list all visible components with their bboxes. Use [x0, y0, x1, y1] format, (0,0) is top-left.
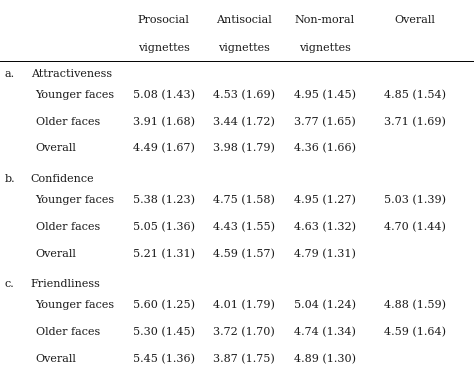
Text: Overall: Overall	[394, 15, 435, 25]
Text: 4.36 (1.66): 4.36 (1.66)	[294, 144, 356, 154]
Text: 4.74 (1.34): 4.74 (1.34)	[294, 327, 356, 338]
Text: vignettes: vignettes	[299, 43, 351, 53]
Text: Younger faces: Younger faces	[36, 195, 115, 205]
Text: b.: b.	[5, 174, 15, 184]
Text: Older faces: Older faces	[36, 117, 100, 127]
Text: 3.91 (1.68): 3.91 (1.68)	[133, 117, 194, 127]
Text: Non-moral: Non-moral	[295, 15, 355, 25]
Text: Overall: Overall	[36, 249, 76, 259]
Text: 5.45 (1.36): 5.45 (1.36)	[133, 354, 194, 364]
Text: 5.05 (1.36): 5.05 (1.36)	[133, 222, 194, 232]
Text: Prosocial: Prosocial	[137, 15, 190, 25]
Text: 4.59 (1.64): 4.59 (1.64)	[384, 327, 446, 338]
Text: Attractiveness: Attractiveness	[31, 69, 112, 79]
Text: Overall: Overall	[36, 144, 76, 154]
Text: 4.85 (1.54): 4.85 (1.54)	[384, 90, 446, 100]
Text: 3.44 (1.72): 3.44 (1.72)	[213, 117, 275, 127]
Text: 4.01 (1.79): 4.01 (1.79)	[213, 301, 275, 311]
Text: 4.49 (1.67): 4.49 (1.67)	[133, 144, 194, 154]
Text: 4.88 (1.59): 4.88 (1.59)	[384, 301, 446, 311]
Text: 3.77 (1.65): 3.77 (1.65)	[294, 117, 356, 127]
Text: Antisocial: Antisocial	[216, 15, 272, 25]
Text: 3.98 (1.79): 3.98 (1.79)	[213, 144, 275, 154]
Text: Younger faces: Younger faces	[36, 90, 115, 100]
Text: 4.95 (1.45): 4.95 (1.45)	[294, 90, 356, 100]
Text: Confidence: Confidence	[31, 174, 94, 184]
Text: Older faces: Older faces	[36, 222, 100, 232]
Text: 5.08 (1.43): 5.08 (1.43)	[133, 90, 194, 100]
Text: 4.43 (1.55): 4.43 (1.55)	[213, 222, 275, 232]
Text: vignettes: vignettes	[137, 43, 190, 53]
Text: 4.75 (1.58): 4.75 (1.58)	[213, 195, 275, 206]
Text: 4.63 (1.32): 4.63 (1.32)	[294, 222, 356, 232]
Text: 4.53 (1.69): 4.53 (1.69)	[213, 90, 275, 100]
Text: vignettes: vignettes	[218, 43, 270, 53]
Text: 3.87 (1.75): 3.87 (1.75)	[213, 354, 275, 364]
Text: 4.59 (1.57): 4.59 (1.57)	[213, 249, 275, 259]
Text: Friendliness: Friendliness	[31, 279, 100, 289]
Text: 4.95 (1.27): 4.95 (1.27)	[294, 195, 356, 206]
Text: 5.30 (1.45): 5.30 (1.45)	[133, 327, 194, 338]
Text: 5.04 (1.24): 5.04 (1.24)	[294, 301, 356, 311]
Text: a.: a.	[5, 69, 15, 79]
Text: Overall: Overall	[36, 354, 76, 364]
Text: 3.71 (1.69): 3.71 (1.69)	[384, 117, 446, 127]
Text: 4.89 (1.30): 4.89 (1.30)	[294, 354, 356, 364]
Text: 5.03 (1.39): 5.03 (1.39)	[384, 195, 446, 206]
Text: 5.21 (1.31): 5.21 (1.31)	[133, 249, 194, 259]
Text: 4.70 (1.44): 4.70 (1.44)	[384, 222, 446, 232]
Text: 5.60 (1.25): 5.60 (1.25)	[133, 301, 194, 311]
Text: Younger faces: Younger faces	[36, 301, 115, 311]
Text: Older faces: Older faces	[36, 327, 100, 337]
Text: c.: c.	[5, 279, 15, 289]
Text: 3.72 (1.70): 3.72 (1.70)	[213, 327, 275, 338]
Text: 5.38 (1.23): 5.38 (1.23)	[133, 195, 194, 206]
Text: 4.79 (1.31): 4.79 (1.31)	[294, 249, 356, 259]
